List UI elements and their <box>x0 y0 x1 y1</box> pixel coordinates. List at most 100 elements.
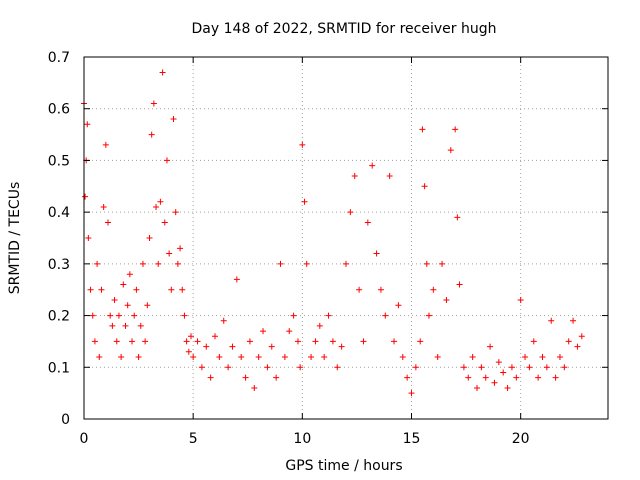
axis-ticks: 0 0.1 0.2 0.3 0.4 0.5 0.6 0.7 0 5 10 15 20 <box>48 50 608 447</box>
data-point <box>183 338 190 345</box>
y-tick-label: 0.3 <box>48 257 70 273</box>
data-point <box>185 348 192 355</box>
chart-title: Day 148 of 2022, SRMTID for receiver hug… <box>192 21 497 37</box>
data-point <box>351 172 358 179</box>
data-point <box>474 384 480 391</box>
data-point <box>399 353 406 360</box>
data-point <box>198 364 205 371</box>
data-point <box>102 141 109 148</box>
data-point <box>268 343 275 350</box>
data-point <box>264 364 271 371</box>
x-tick-label: 15 <box>403 431 421 447</box>
data-point <box>137 322 144 329</box>
data-point <box>122 322 129 329</box>
data-point <box>423 260 430 267</box>
x-tick-label: 5 <box>189 431 198 447</box>
data-point <box>552 374 559 381</box>
data-point <box>316 322 323 329</box>
x-tick-label: 0 <box>80 431 89 447</box>
data-point <box>89 312 96 319</box>
data-point <box>113 338 120 345</box>
data-point <box>148 131 155 138</box>
data-point <box>277 260 284 267</box>
data-point <box>166 250 173 257</box>
data-point <box>100 203 107 210</box>
data-point <box>238 353 245 360</box>
data-point <box>338 343 345 350</box>
data-point <box>216 353 223 360</box>
data-point <box>364 219 371 226</box>
data-point <box>172 209 179 216</box>
data-point <box>460 364 467 371</box>
data-point <box>308 353 315 360</box>
data-point <box>242 374 249 381</box>
data-point <box>220 317 227 324</box>
data-point <box>517 297 524 304</box>
data-point <box>522 353 529 360</box>
data-point <box>469 353 476 360</box>
data-point <box>131 312 138 319</box>
data-point <box>157 198 164 205</box>
grid-lines <box>84 57 608 419</box>
data-point <box>294 338 301 345</box>
y-tick-label: 0.5 <box>48 153 70 169</box>
data-point <box>94 260 101 267</box>
data-points <box>81 69 585 397</box>
data-point <box>421 183 428 190</box>
data-point <box>504 384 511 391</box>
data-point <box>233 276 240 283</box>
data-point <box>500 369 507 376</box>
plot-frame <box>83 56 609 420</box>
data-point <box>404 374 411 381</box>
data-point <box>329 338 336 345</box>
y-tick-label: 0.6 <box>48 102 70 118</box>
data-point <box>369 162 376 169</box>
data-point <box>150 100 157 107</box>
data-point <box>303 260 310 267</box>
data-point <box>391 338 398 345</box>
data-point <box>312 338 319 345</box>
data-point <box>142 338 149 345</box>
data-point <box>321 353 328 360</box>
data-point <box>107 312 114 319</box>
data-point <box>115 312 122 319</box>
data-point <box>187 333 194 340</box>
data-point <box>144 302 151 309</box>
data-point <box>447 147 454 154</box>
data-point <box>386 172 393 179</box>
data-point <box>539 353 546 360</box>
data-point <box>297 364 304 371</box>
data-point <box>212 333 218 340</box>
data-point <box>207 374 214 381</box>
data-point <box>548 317 555 324</box>
data-point <box>129 338 136 345</box>
data-point <box>290 312 297 319</box>
data-point <box>109 322 116 329</box>
data-point <box>334 364 341 371</box>
data-point <box>281 353 288 360</box>
data-point <box>84 121 91 128</box>
data-point <box>347 209 354 216</box>
data-point <box>535 374 542 381</box>
data-point <box>91 338 98 345</box>
data-point <box>170 116 177 123</box>
data-point <box>439 260 446 267</box>
data-point <box>177 245 184 252</box>
data-point <box>301 198 308 205</box>
data-point <box>168 286 175 293</box>
y-axis-label: SRMTID / TECUs <box>7 182 23 295</box>
data-point <box>561 364 568 371</box>
data-point <box>85 235 92 241</box>
data-point <box>87 286 94 293</box>
data-point <box>456 281 463 288</box>
data-point <box>124 302 131 309</box>
data-point <box>373 250 380 257</box>
data-point <box>161 219 168 226</box>
data-point <box>299 141 306 148</box>
data-point <box>246 338 253 345</box>
y-tick-label: 0.1 <box>48 360 70 376</box>
data-point <box>163 157 170 164</box>
data-point <box>139 260 146 267</box>
y-tick-label: 0.7 <box>48 50 70 66</box>
data-point <box>135 353 142 360</box>
